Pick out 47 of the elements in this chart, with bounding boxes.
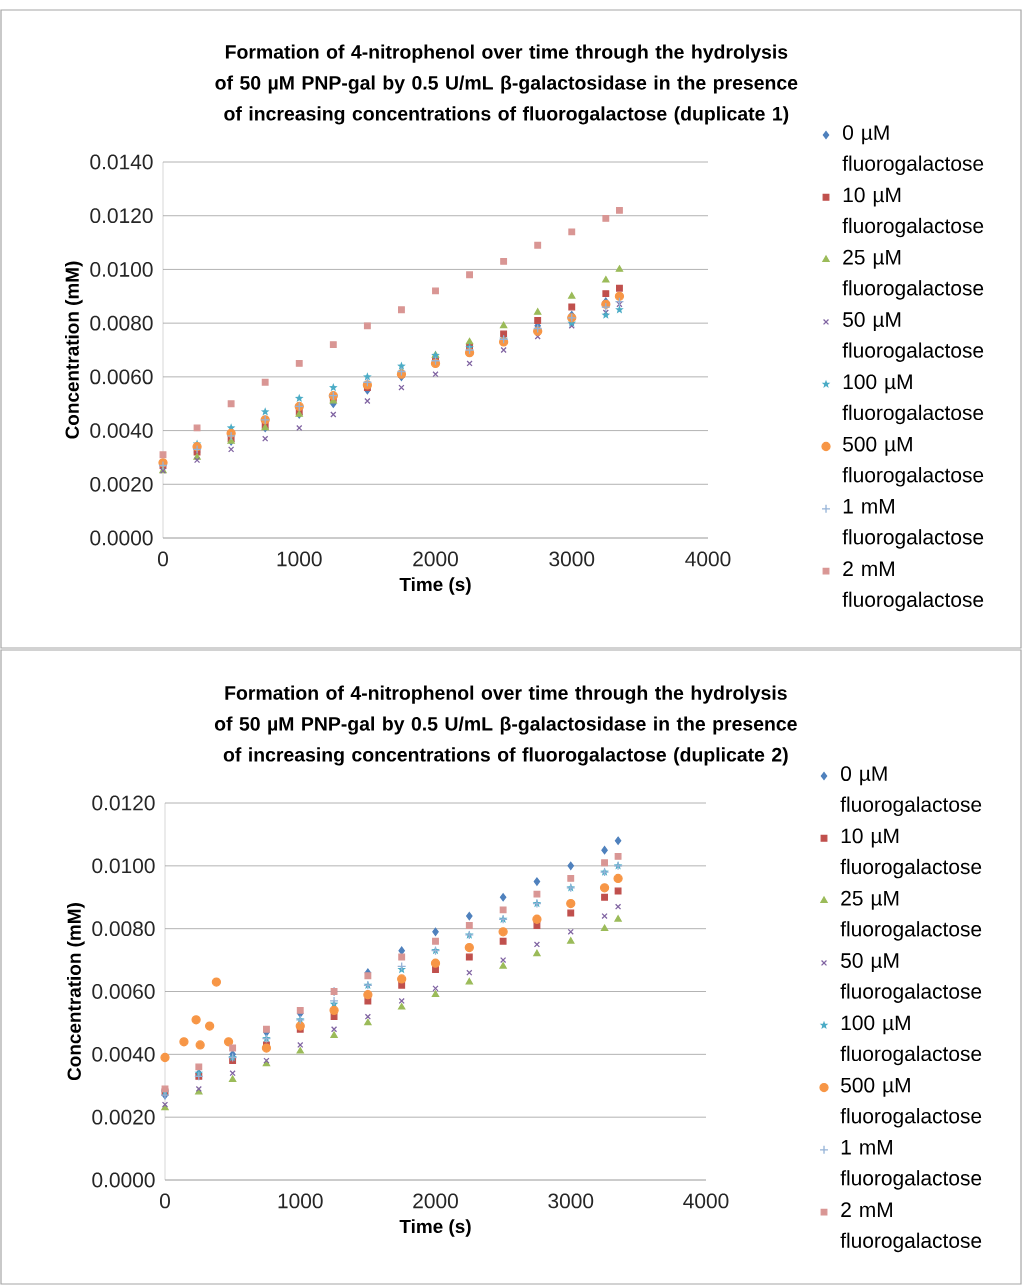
y-tick-label: 0.0080	[92, 921, 155, 937]
y-tick-label: 0.0000	[90, 530, 153, 546]
legend-label: 25 µM fluorogalactose	[840, 890, 982, 941]
x-axis-title: Time (s)	[399, 1219, 471, 1237]
y-tick-label: 0.0100	[90, 262, 153, 277]
y-tick-label: 0.0060	[90, 369, 153, 385]
y-axis-title: Concentration (mM)	[67, 903, 85, 1081]
legend-label: 500 µM fluorogalactose	[842, 436, 984, 487]
y-tick-label: 0.0060	[92, 984, 155, 999]
x-tick-label: 3000	[549, 551, 595, 567]
legend-label: 10 µM fluorogalactose	[840, 828, 982, 879]
x-tick-label: 2000	[413, 551, 458, 567]
x-tick-label: 1000	[277, 551, 322, 567]
legend-label: 100 µM fluorogalactose	[840, 1015, 982, 1066]
legend-label: 1 mM fluorogalactose	[840, 1140, 982, 1190]
x-tick-label: 0	[159, 1193, 170, 1209]
chart-title: Formation of 4-nitrophenol over time through the hydrolysis of 50 µM PNP-gal by 0.5 U/mL β-galactosidase in the presence of increasing concentrations of fluorogalactose (duplicate 2)	[214, 685, 797, 766]
legend-label: 0 µM fluorogalactose	[842, 125, 984, 176]
y-tick-label: 0.0140	[90, 154, 153, 170]
y-tick-label: 0.0040	[92, 1046, 155, 1062]
chart-title: Formation of 4-nitrophenol over time through the hydrolysis of 50 µM PNP-gal by 0.5 U/mL β-galactosidase in the presence of increasing concentrations of fluorogalactose (duplicate 1)	[215, 44, 798, 125]
legend-label: 1 mM fluorogalactose	[842, 499, 984, 549]
y-tick-label: 0.0040	[90, 423, 153, 438]
legend-label: 10 µM fluorogalactose	[842, 187, 984, 238]
legend-label: 100 µM fluorogalactose	[842, 374, 984, 425]
x-axis-title: Time (s)	[399, 577, 471, 595]
y-tick-label: 0.0020	[90, 476, 153, 492]
legend-label: 500 µM fluorogalactose	[840, 1077, 982, 1128]
x-tick-label: 4000	[683, 1193, 729, 1209]
x-tick-label: 1000	[278, 1193, 323, 1209]
legend-label: 50 µM fluorogalactose	[840, 953, 982, 1003]
y-tick-label: 0.0120	[92, 795, 155, 811]
legend-label: 2 mM fluorogalactose	[840, 1202, 982, 1253]
x-tick-label: 2000	[413, 1193, 458, 1209]
y-axis-title: Concentration (mM)	[65, 261, 83, 439]
x-tick-label: 3000	[548, 1193, 594, 1209]
legend-label: 2 mM fluorogalactose	[842, 561, 984, 612]
y-tick-label: 0.0100	[92, 858, 155, 874]
legend-label: 50 µM fluorogalactose	[842, 312, 984, 362]
y-tick-label: 0.0000	[92, 1172, 155, 1188]
y-tick-label: 0.0080	[90, 315, 153, 331]
x-tick-label: 0	[157, 551, 168, 567]
y-tick-label: 0.0120	[90, 208, 153, 224]
x-tick-label: 4000	[685, 551, 731, 567]
legend-label: 25 µM fluorogalactose	[842, 249, 984, 300]
legend-label: 0 µM fluorogalactose	[840, 766, 982, 817]
y-tick-label: 0.0020	[92, 1109, 155, 1125]
